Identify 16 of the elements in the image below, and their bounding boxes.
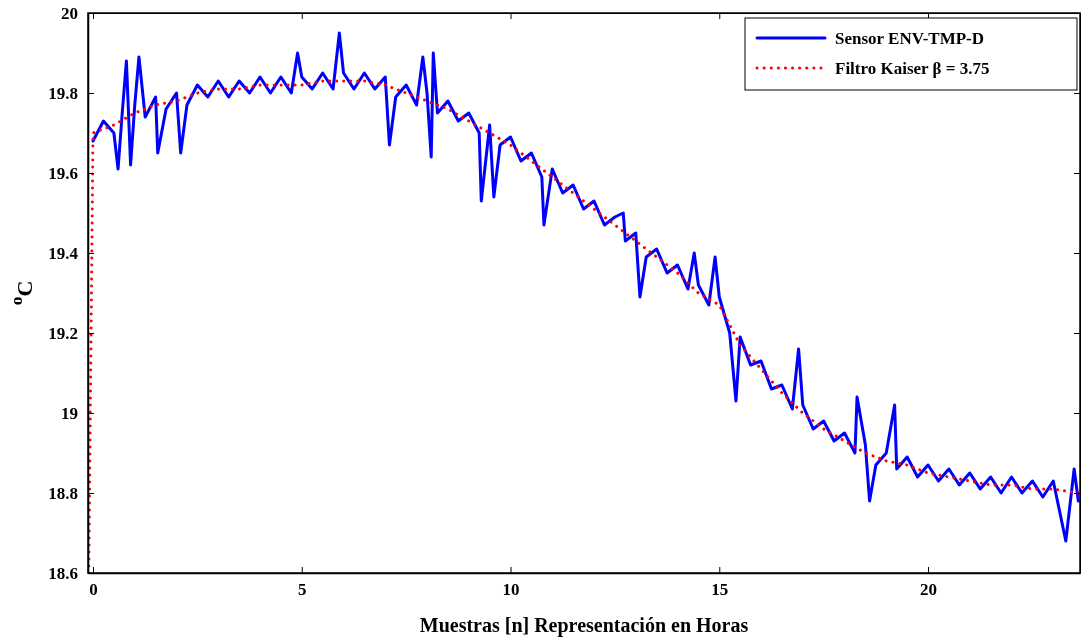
legend-label: Sensor ENV-TMP-D: [835, 29, 985, 48]
y-tick-label: 18.6: [48, 563, 78, 583]
x-tick-label: 20: [920, 580, 938, 600]
legend-label: Filtro Kaiser β = 3.75: [835, 59, 990, 78]
y-tick-label: 19.8: [48, 83, 78, 103]
y-tick-label: 19.6: [48, 163, 78, 183]
x-tick-label: 10: [502, 580, 520, 600]
y-tick-label: 19.4: [48, 243, 79, 263]
y-tick-label: 19.2: [48, 323, 78, 343]
y-tick-label: 18.8: [48, 483, 78, 503]
y-tick-label: 20: [61, 3, 78, 23]
x-axis-title: Muestras [n] Representación en Horas: [419, 614, 749, 637]
x-tick-label: 0: [89, 580, 98, 600]
x-tick-label: 15: [711, 580, 729, 600]
x-tick-label: 5: [298, 580, 307, 600]
y-tick-label: 19: [61, 403, 78, 423]
